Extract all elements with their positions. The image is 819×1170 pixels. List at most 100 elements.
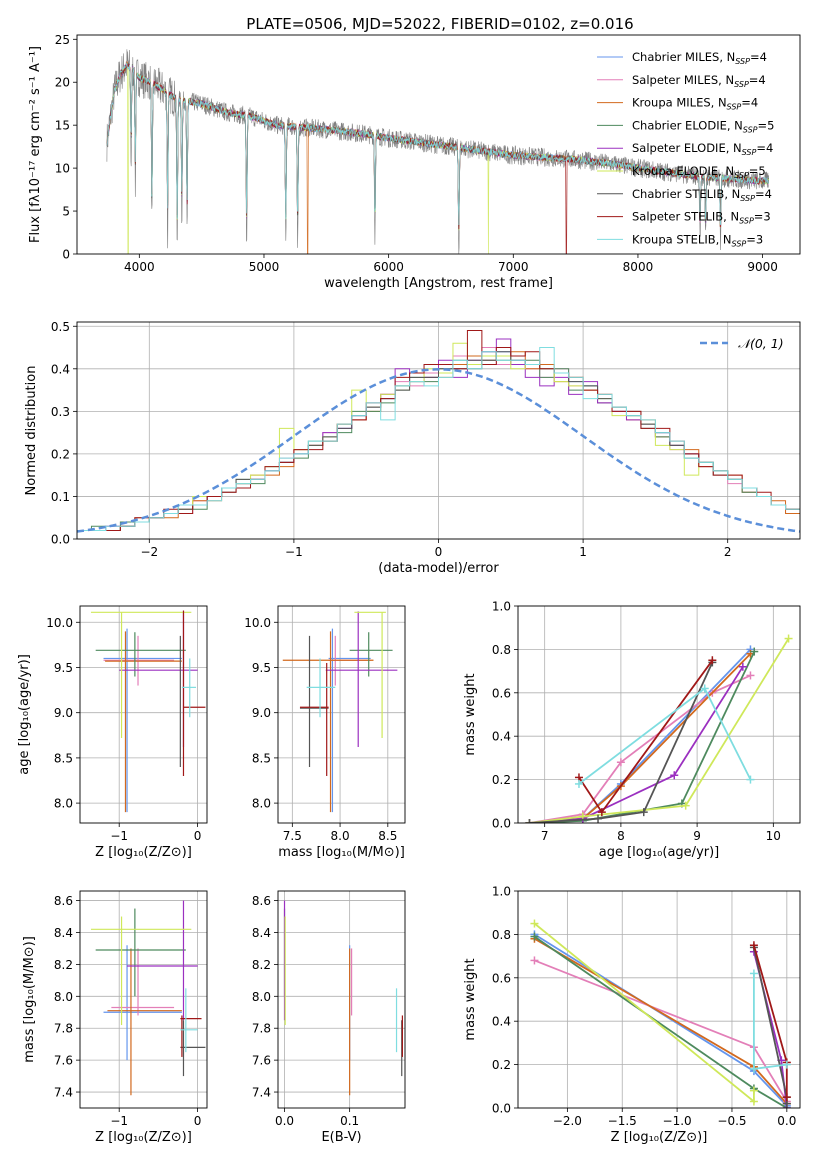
legend-tail: =3	[754, 210, 771, 224]
y-tick-label: 8.2	[252, 958, 271, 972]
legend-text: Chabrier MILES, N	[632, 50, 735, 64]
y-tick-label: 9.0	[252, 706, 271, 720]
y-tick-label: 8.5	[54, 751, 73, 765]
legend-tail: =4	[750, 50, 767, 64]
x-tick-label: −1	[110, 829, 128, 843]
legend-subscript: SSP	[727, 103, 742, 112]
weight-line	[529, 662, 714, 823]
normal-curve	[77, 368, 800, 533]
y-tick-label: 1.0	[492, 885, 511, 899]
legend-entry: Salpeter MILES, NSSP=4	[632, 73, 766, 89]
errorbar-chabrier-elodie	[95, 632, 186, 677]
y-tick-label: 0.4	[492, 1015, 511, 1029]
panel-mass-weight-vs-Z: −2.0 −1.5 −1.0 −0.5 0.0 0.0 0.2 0.4 0.6 0.8 1.0 Z […	[463, 885, 801, 1145]
plot-area	[106, 49, 770, 254]
panel-mass-vs-EBV: 0.0 0.1 7.4 7.6 7.8 8.0 8.2 8.4 8.6 E(B-V)	[252, 890, 406, 1145]
x-tick-label: 7	[541, 829, 549, 843]
panel-mass-weight-vs-age: 7 8 9 10 0.0 0.2 0.4 0.6 0.8 1.0 age [log₁₀(age/yr…	[463, 600, 801, 860]
x-tick-label: 0	[194, 829, 202, 843]
x-tick-label: 0	[435, 545, 443, 559]
x-tick-label: −1	[285, 545, 303, 559]
legend-entry: Chabrier ELODIE, NSSP=5	[632, 118, 774, 134]
x-tick-label: 2	[724, 545, 732, 559]
x-axis-label: Z [log₁₀(Z/Z⊙)]	[95, 1130, 192, 1145]
y-tick-label: 25	[55, 33, 70, 47]
y-tick-label: 0.8	[492, 928, 511, 942]
y-tick-label: 0.6	[492, 686, 511, 700]
x-tick-label: −0.5	[717, 1114, 746, 1128]
y-tick-label: 7.8	[252, 1022, 271, 1036]
panel-residuals: −2 −1 0 1 2 0.0 0.1 0.2 0.3 0.4 0.5 (data-model)/er…	[24, 320, 801, 576]
y-tick-label: 0.0	[492, 817, 511, 831]
legend-subscript: SSP	[743, 125, 758, 134]
histogram-kroupa-stelib	[77, 347, 800, 539]
axes-frame	[76, 321, 801, 540]
legend-entry: Chabrier STELIB, NSSP=4	[632, 187, 772, 203]
axes-frame	[277, 605, 406, 824]
plot-area	[282, 611, 398, 813]
x-tick-label: 0	[194, 1114, 202, 1128]
panel-age-vs-mass: 7.5 8.0 8.5 8.0 8.5 9.0 9.5 10.0 mass [log₁₀(M/M…	[244, 605, 406, 860]
plot-area	[525, 634, 793, 823]
y-tick-label: 0.6	[492, 971, 511, 985]
y-tick-label: 1.0	[492, 600, 511, 614]
errorbar-salpeter-elodie	[325, 611, 398, 748]
legend-text: Kroupa STELIB, N	[632, 232, 732, 246]
x-tick-label: 9	[693, 829, 701, 843]
x-tick-label: 8	[617, 829, 625, 843]
legend-text: Kroupa ELODIE, N	[632, 164, 734, 178]
legend-subscript: SSP	[740, 194, 755, 203]
plot-area	[283, 900, 403, 1096]
errorbar-chabrier-elodie	[349, 632, 393, 677]
y-tick-label: 7.4	[252, 1086, 271, 1100]
weight-series-kroupa-stelib	[749, 969, 791, 1073]
x-axis-label: age [log₁₀(age/yr)]	[599, 845, 720, 860]
legend-subscript: SSP	[734, 171, 749, 180]
x-tick-label: −1.5	[608, 1114, 637, 1128]
y-tick-label: 7.6	[252, 1054, 271, 1068]
y-tick-label: 0.0	[492, 1102, 511, 1116]
errorbar-chabrier-miles	[103, 945, 182, 1061]
figure-title: PLATE=0506, MJD=52022, FIBERID=0102, z=0…	[246, 15, 633, 33]
errorbar-salpeter-elodie	[127, 900, 198, 1021]
errorbar-kroupa-elodie	[354, 611, 386, 739]
plot-area	[90, 900, 206, 1096]
x-tick-label: 8.0	[331, 829, 350, 843]
x-axis-label: Z [log₁₀(Z/Z⊙)]	[95, 845, 192, 860]
x-axis-label: wavelength [Angstrom, rest frame]	[324, 276, 553, 291]
legend-subscript: SSP	[735, 57, 750, 66]
x-axis-label: mass [log₁₀(M/M⊙)]	[278, 845, 405, 860]
axes-frame	[517, 605, 801, 824]
panel-mass-vs-Z: −1 0 7.4 7.6 7.8 8.0 8.2 8.4 8.6 Z [log₁₀(Z/Z⊙)] m…	[22, 890, 208, 1145]
weight-series-kroupa-elodie	[530, 919, 758, 1106]
y-tick-label: 8.0	[252, 990, 271, 1004]
x-axis-label: (data-model)/error	[378, 561, 499, 576]
y-tick-label: 8.4	[252, 926, 271, 940]
y-tick-label: 0.4	[492, 730, 511, 744]
x-tick-label: −2.0	[553, 1114, 582, 1128]
legend-subscript: SSP	[739, 217, 754, 226]
plot-area	[90, 610, 206, 813]
y-tick-label: 0.2	[492, 1058, 511, 1072]
legend-text: Salpeter ELODIE, N	[632, 141, 742, 155]
y-tick-label: 0.0	[51, 533, 70, 547]
x-tick-label: 8000	[623, 260, 654, 274]
legend-text: Salpeter STELIB, N	[632, 210, 739, 224]
y-tick-label: 7.4	[54, 1086, 73, 1100]
y-tick-label: 9.5	[252, 661, 271, 675]
panel-age-vs-Z: −1 0 8.0 8.5 9.0 9.5 10.0 Z [log₁₀(Z/Z⊙)] age [l…	[17, 605, 208, 860]
x-tick-label: 1	[579, 545, 587, 559]
x-axis-label: E(B-V)	[321, 1130, 361, 1145]
legend-text: Salpeter MILES, N	[632, 73, 734, 87]
axes-frame	[277, 890, 406, 1109]
errorbar-kroupa-stelib	[306, 658, 336, 718]
y-tick-label: 8.2	[54, 958, 73, 972]
y-tick-label: 0.2	[51, 447, 70, 461]
legend-entry: Kroupa STELIB, NSSP=3	[632, 232, 763, 248]
y-tick-label: 8.6	[54, 894, 73, 908]
x-tick-label: 4000	[124, 260, 155, 274]
panels: 4000 5000 6000 7000 8000 90000510152025wavele…	[17, 33, 801, 1145]
errorbar-kroupa-elodie	[90, 916, 192, 1026]
